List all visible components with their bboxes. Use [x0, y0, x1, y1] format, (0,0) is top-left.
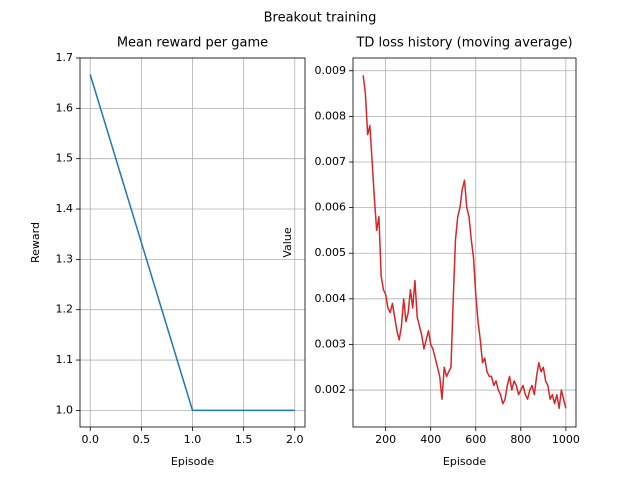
subplot-title: TD loss history (moving average): [355, 36, 572, 51]
x-tick-label: 1.0: [184, 433, 202, 446]
x-tick-label: 200: [375, 433, 396, 446]
x-tick-label: 0.5: [133, 433, 151, 446]
x-tick-label: 800: [510, 433, 531, 446]
y-tick-label: 1.1: [56, 353, 74, 366]
y-axis-label: Value: [281, 227, 294, 257]
axes-frame: [79, 57, 306, 428]
x-tick-label: 1000: [552, 433, 580, 446]
y-tick-label: 1.4: [56, 202, 74, 215]
figure-title: Breakout training: [264, 11, 377, 26]
y-tick-label: 1.0: [56, 403, 74, 416]
y-tick-label: 0.007: [315, 155, 347, 168]
x-tick-label: 400: [420, 433, 441, 446]
y-axis-label: Reward: [29, 222, 42, 263]
y-tick-label: 0.006: [315, 201, 347, 214]
y-tick-label: 0.003: [315, 337, 347, 350]
y-tick-label: 0.004: [315, 292, 347, 305]
y-tick-label: 1.2: [56, 303, 74, 316]
x-tick-label: 0.0: [81, 433, 99, 446]
x-axis-label: Episode: [171, 455, 214, 468]
axes-frame: [352, 57, 577, 428]
subplot-title: Mean reward per game: [117, 36, 268, 51]
y-tick-label: 1.5: [56, 152, 74, 165]
y-tick-label: 0.002: [315, 383, 347, 396]
x-axis-label: Episode: [443, 455, 486, 468]
x-tick-label: 1.5: [235, 433, 253, 446]
data-line: [362, 75, 567, 410]
y-tick-label: 0.009: [315, 64, 347, 77]
y-tick-label: 0.008: [315, 109, 347, 122]
y-tick-label: 0.005: [315, 246, 347, 259]
x-tick-label: 600: [465, 433, 486, 446]
data-line: [89, 74, 295, 412]
y-tick-label: 1.3: [56, 252, 74, 265]
y-tick-label: 1.7: [56, 51, 74, 64]
y-tick-label: 1.6: [56, 101, 74, 114]
x-tick-label: 2.0: [286, 433, 304, 446]
